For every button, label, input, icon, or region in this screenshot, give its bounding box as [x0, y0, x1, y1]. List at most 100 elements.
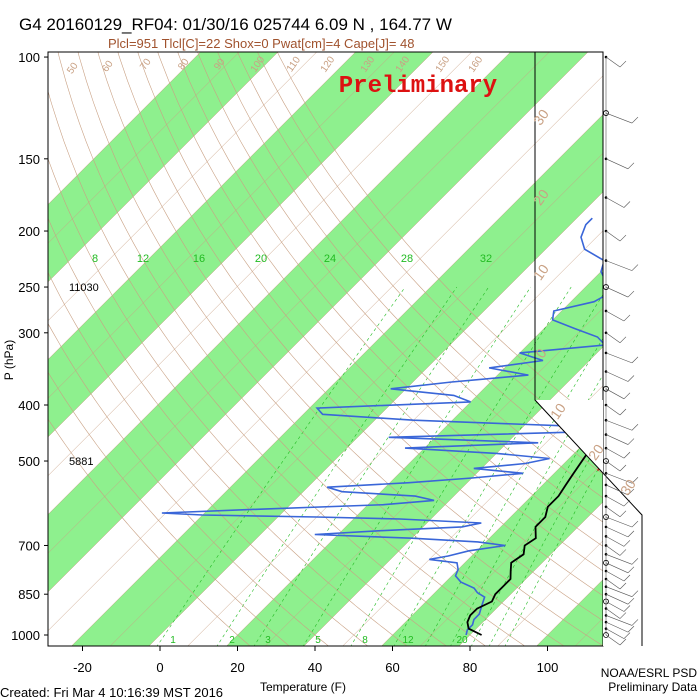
dry-adiabat	[277, 52, 603, 427]
mixing-ratio-lines	[156, 286, 603, 646]
wind-barb-feather	[623, 451, 631, 459]
isotherm-line	[48, 52, 318, 322]
isotherm-line	[48, 52, 395, 399]
wind-calm-circle	[603, 284, 609, 290]
mixing-ratio-label: 5	[315, 635, 321, 646]
mixing-ratio-labels: 8 12 16 20 24 28 321 2 3 5 8 12 20	[92, 253, 492, 646]
dry-adiabat	[197, 52, 603, 523]
isotherm-line	[148, 191, 603, 646]
isotherm-line	[226, 269, 603, 646]
wind-barb	[605, 506, 621, 518]
wind-barb-feather	[623, 201, 631, 208]
dry-adiabat	[48, 90, 486, 646]
wind-barb-feather	[631, 116, 639, 124]
dewpoint-line	[161, 217, 603, 636]
wind-panel-border	[534, 52, 643, 646]
mixing-ratio-label: 16	[193, 253, 205, 265]
mixing-ratio-label: 8	[362, 635, 368, 646]
wind-barb-feather	[631, 558, 639, 565]
temperature-tick-label: -20	[73, 660, 92, 675]
dry-adiabat	[137, 52, 603, 597]
wind-barb-feather	[631, 477, 639, 484]
isotherm-line	[48, 52, 434, 438]
isotherm-line	[419, 462, 603, 646]
isotherm-line	[48, 52, 240, 244]
wind-panel-mask	[535, 400, 642, 646]
dry-adiabat	[177, 52, 603, 547]
temperature-tick-label: 20	[230, 660, 244, 675]
isotherm-line	[71, 114, 603, 646]
wind-barb	[605, 56, 621, 68]
wind-barb	[605, 621, 629, 633]
isotherm-line	[342, 385, 603, 646]
dry-adiabat	[97, 52, 603, 646]
wind-barb	[605, 197, 625, 208]
wind-barb-feather	[623, 392, 631, 400]
wind-barb-feather	[631, 264, 639, 271]
mixing-ratio-label: 12	[137, 253, 149, 265]
adiabat-label: 50	[65, 60, 81, 76]
adiabat-label: 70	[138, 56, 154, 72]
isotherm-line	[48, 52, 201, 205]
mixing-ratio-label: 20	[456, 635, 468, 646]
wind-barb	[605, 586, 633, 597]
isotherm-line	[48, 52, 589, 593]
wind-barb	[605, 112, 633, 124]
isotherm-line	[458, 501, 603, 646]
pressure-tick-label: 100	[18, 50, 40, 65]
wind-barb	[605, 593, 629, 605]
adiabat-label: 10	[530, 261, 552, 283]
wind-barb-feather	[627, 162, 635, 170]
temperature-profile	[466, 437, 603, 636]
wind-calm-circle	[603, 458, 609, 464]
wind-barb	[605, 495, 625, 507]
wind-barb-feather	[619, 464, 627, 472]
dry-adiabat	[117, 52, 603, 622]
wind-barb	[605, 260, 633, 271]
plot-frame	[47, 51, 604, 647]
wind-barb	[605, 388, 625, 400]
height-label: 11030	[69, 282, 99, 294]
mixing-ratio-line	[350, 286, 572, 646]
pressure-tick-label: 700	[18, 538, 40, 553]
mixing-ratio-label: 3	[265, 635, 271, 646]
created-timestamp: Created: Fri Mar 4 10:16:39 MST 2016	[0, 685, 223, 700]
dry-adiabat	[48, 371, 290, 646]
wind-barb	[605, 628, 625, 639]
dry-adiabat	[237, 52, 603, 475]
wind-barb	[605, 332, 621, 344]
wind-barb-feather	[623, 574, 631, 582]
pressure-axis: 100 150 200 250 300 400 500 700 850 1000	[11, 50, 48, 643]
dry-adiabat	[48, 271, 369, 646]
wind-barb	[605, 545, 621, 556]
mixing-ratio-label: 2	[229, 635, 235, 646]
pressure-tick-label: 250	[18, 280, 40, 295]
isotherm-line	[48, 52, 550, 554]
wind-calm-circle	[603, 598, 609, 605]
temperature-tick-label: 0	[156, 660, 163, 675]
dry-adiabat	[217, 52, 603, 499]
wind-barb-feather	[627, 290, 635, 298]
pressure-tick-label: 150	[18, 152, 40, 167]
wind-barb-feather	[627, 530, 635, 538]
wind-barb	[605, 608, 621, 619]
mixing-ratio-line	[488, 434, 603, 646]
mixing-ratio-line	[504, 459, 603, 646]
wind-barb	[605, 615, 633, 626]
wind-barb	[605, 230, 621, 242]
mixing-ratio-line	[471, 405, 603, 646]
isotherm-line	[497, 540, 603, 646]
wind-barb	[605, 526, 629, 538]
wind-barb-feather	[619, 638, 627, 646]
dry-adiabat	[48, 322, 329, 646]
preliminary-stamp: Preliminary	[339, 73, 497, 100]
adiabat-label: 30	[530, 106, 552, 128]
dry-adiabat	[48, 157, 447, 646]
mixing-ratio-label: 24	[324, 253, 336, 265]
wind-barb	[605, 419, 633, 431]
mixing-ratio-label: 32	[480, 253, 492, 265]
wind-barb	[605, 447, 625, 459]
wind-barb-feather	[627, 566, 635, 574]
wind-barb	[605, 570, 625, 582]
height-label: 5881	[69, 456, 93, 468]
